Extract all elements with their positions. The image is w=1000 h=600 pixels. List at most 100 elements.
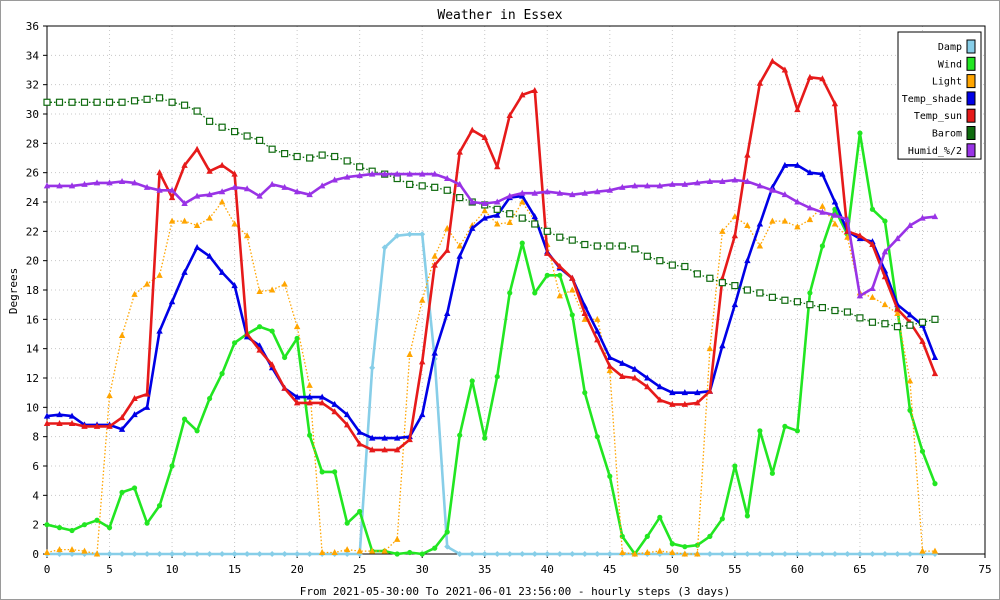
data-point bbox=[419, 170, 426, 177]
data-point bbox=[56, 411, 63, 418]
data-point bbox=[819, 551, 826, 557]
data-point bbox=[181, 217, 188, 224]
data-point bbox=[481, 214, 488, 221]
data-point bbox=[419, 551, 425, 557]
data-point bbox=[306, 191, 313, 198]
data-point bbox=[219, 551, 226, 557]
data-point bbox=[281, 280, 288, 287]
data-point bbox=[506, 192, 513, 199]
data-point bbox=[606, 367, 613, 374]
data-series bbox=[43, 57, 939, 557]
data-point bbox=[581, 189, 588, 196]
data-point bbox=[431, 170, 438, 177]
data-point bbox=[769, 470, 775, 476]
data-point bbox=[394, 232, 401, 239]
data-point bbox=[168, 194, 176, 201]
data-point bbox=[131, 290, 138, 297]
legend-label: Temp_sun bbox=[914, 111, 962, 122]
data-point bbox=[243, 330, 251, 337]
data-point bbox=[506, 551, 513, 557]
data-point bbox=[669, 400, 676, 407]
data-point bbox=[231, 220, 238, 227]
data-point bbox=[493, 205, 501, 213]
data-point bbox=[156, 186, 163, 193]
data-point bbox=[669, 549, 676, 556]
x-tick-label: 65 bbox=[853, 563, 866, 576]
data-point bbox=[393, 446, 401, 453]
data-point bbox=[93, 98, 101, 106]
data-point bbox=[118, 425, 126, 432]
data-point bbox=[469, 378, 475, 384]
data-point bbox=[494, 163, 501, 170]
data-point bbox=[881, 248, 889, 255]
data-point bbox=[831, 306, 839, 315]
data-point bbox=[594, 336, 601, 343]
data-point bbox=[481, 551, 488, 557]
data-point bbox=[794, 161, 801, 168]
data-point bbox=[156, 327, 163, 334]
data-point bbox=[268, 180, 276, 187]
data-point bbox=[206, 395, 213, 402]
data-point bbox=[506, 219, 513, 226]
data-point bbox=[544, 249, 551, 256]
data-point bbox=[118, 414, 126, 421]
data-point bbox=[307, 432, 313, 438]
data-point bbox=[756, 242, 764, 249]
data-point bbox=[819, 208, 826, 215]
y-tick-label: 28 bbox=[26, 137, 39, 150]
data-point bbox=[444, 309, 451, 316]
data-point bbox=[881, 320, 889, 328]
data-point bbox=[893, 323, 902, 331]
data-point bbox=[218, 161, 226, 168]
data-point bbox=[619, 183, 626, 190]
data-point bbox=[731, 176, 739, 183]
data-point bbox=[768, 293, 776, 301]
data-point bbox=[907, 407, 913, 413]
data-point bbox=[456, 242, 463, 249]
data-point bbox=[706, 177, 714, 184]
data-point bbox=[332, 469, 338, 475]
data-point bbox=[681, 180, 689, 187]
data-point bbox=[143, 95, 151, 103]
data-point bbox=[607, 473, 613, 479]
data-point bbox=[131, 179, 138, 186]
data-point bbox=[169, 551, 176, 557]
legend-swatch bbox=[966, 91, 976, 106]
data-point bbox=[343, 173, 351, 180]
data-point bbox=[769, 186, 776, 193]
data-point bbox=[644, 533, 650, 540]
data-point bbox=[443, 186, 451, 194]
data-point bbox=[368, 446, 376, 453]
data-point bbox=[681, 400, 689, 407]
data-point bbox=[694, 179, 701, 186]
data-point bbox=[856, 314, 864, 322]
data-point bbox=[731, 282, 739, 290]
data-point bbox=[781, 66, 789, 73]
data-point bbox=[906, 221, 914, 228]
data-point bbox=[293, 188, 301, 195]
data-point bbox=[68, 419, 76, 426]
data-point bbox=[93, 179, 101, 186]
data-point bbox=[169, 463, 175, 469]
data-point bbox=[406, 351, 413, 358]
data-point bbox=[406, 231, 413, 238]
data-point bbox=[306, 381, 313, 388]
data-point bbox=[831, 100, 839, 107]
data-point bbox=[218, 198, 226, 205]
x-tick-label: 5 bbox=[106, 563, 113, 576]
x-tick-label: 20 bbox=[291, 563, 304, 576]
data-point bbox=[456, 252, 463, 259]
data-point bbox=[681, 550, 689, 557]
data-point bbox=[406, 436, 413, 443]
data-point bbox=[594, 551, 601, 557]
data-point bbox=[556, 263, 563, 270]
data-point bbox=[181, 199, 188, 206]
data-point bbox=[206, 167, 213, 174]
data-point bbox=[55, 98, 64, 106]
data-point bbox=[594, 327, 601, 334]
data-point bbox=[56, 182, 63, 189]
data-point bbox=[444, 543, 451, 550]
data-point bbox=[619, 373, 626, 380]
data-point bbox=[794, 428, 801, 434]
data-point bbox=[532, 290, 538, 296]
